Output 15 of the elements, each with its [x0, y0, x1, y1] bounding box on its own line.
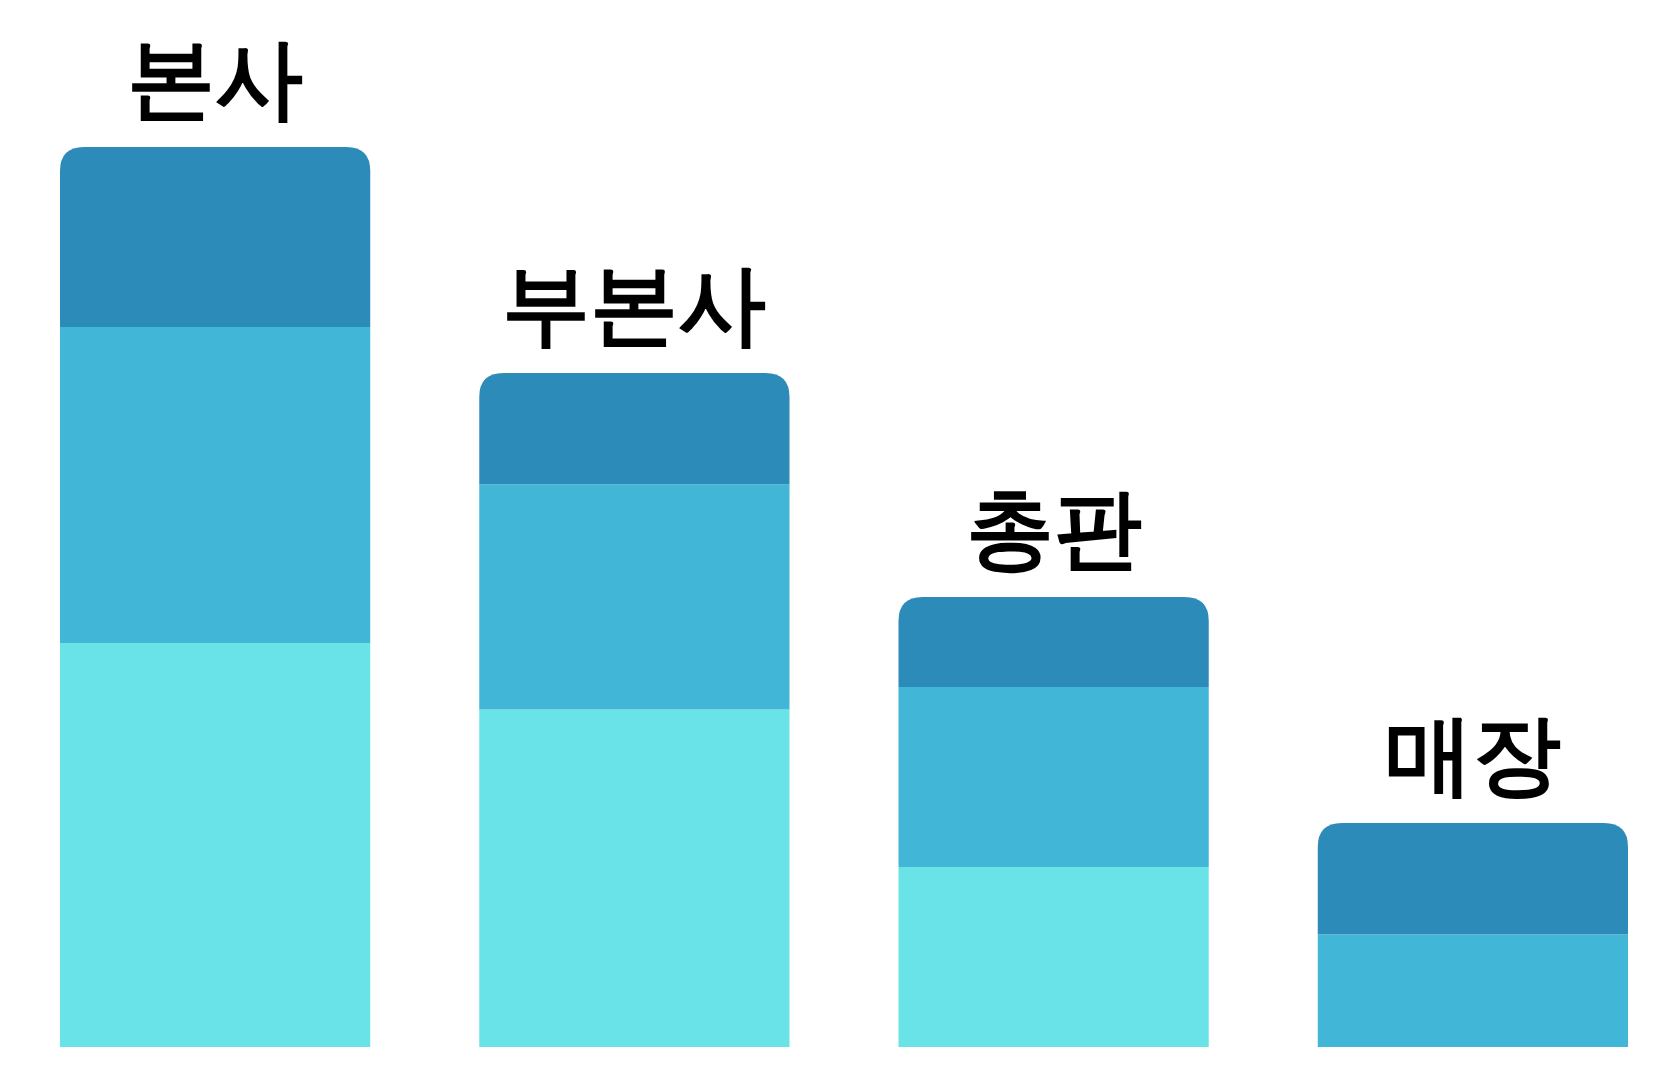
- x-tick-label: 본사: [127, 27, 304, 130]
- bar: [1317, 934, 1628, 1047]
- bar: [479, 484, 790, 710]
- bar: [898, 687, 1209, 867]
- bar: [60, 147, 371, 327]
- bar: [1317, 822, 1628, 935]
- bar: [60, 642, 371, 1047]
- bar: [479, 372, 790, 485]
- bar: [898, 597, 1209, 687]
- x-tick-label: 매장: [1384, 702, 1561, 806]
- bar: [898, 867, 1209, 1047]
- x-tick-label: 총판: [965, 477, 1142, 580]
- bar: [479, 709, 790, 1047]
- bar: [60, 327, 371, 643]
- x-tick-label: 부본사: [502, 252, 767, 356]
